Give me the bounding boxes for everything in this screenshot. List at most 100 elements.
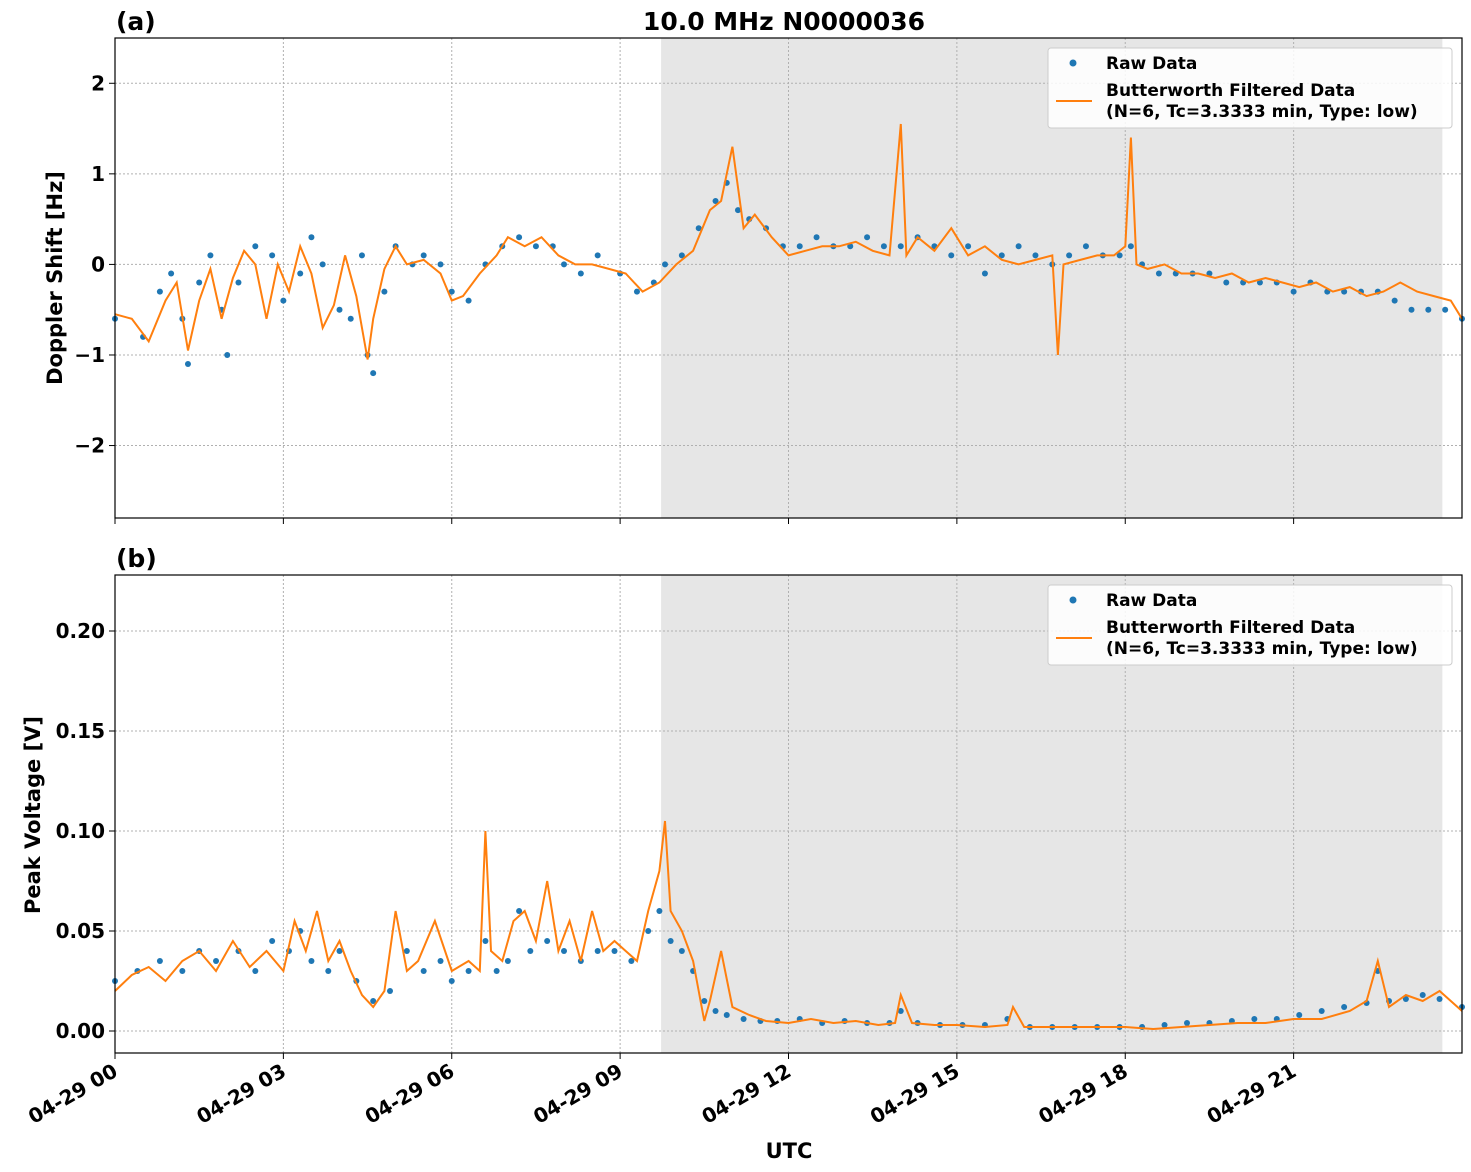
raw-data-point bbox=[544, 938, 551, 944]
raw-data-point bbox=[1161, 1022, 1168, 1028]
raw-data-point bbox=[381, 288, 388, 295]
raw-data-point bbox=[667, 938, 674, 944]
raw-data-point bbox=[561, 261, 567, 268]
raw-data-point bbox=[723, 1012, 730, 1018]
raw-data-point bbox=[532, 243, 539, 250]
raw-data-point bbox=[965, 243, 972, 250]
panel-b-label: (b) bbox=[116, 544, 157, 573]
raw-data-point bbox=[168, 270, 175, 277]
panel-a-y-ticks: −2 −1 0 1 2 bbox=[74, 71, 115, 458]
panel-b-x-ticks bbox=[114, 1053, 1295, 1059]
raw-data-point bbox=[847, 243, 854, 250]
y-tick-label: 0 bbox=[91, 252, 105, 276]
panel-a-legend-filtered-label-1: Butterworth Filtered Data bbox=[1106, 81, 1355, 101]
raw-data-point bbox=[465, 968, 472, 974]
raw-data-point bbox=[235, 279, 242, 286]
panel-a-label: (a) bbox=[116, 7, 156, 36]
raw-data-point bbox=[179, 968, 186, 974]
raw-data-point bbox=[224, 351, 231, 358]
raw-data-point bbox=[403, 948, 410, 954]
raw-data-point bbox=[156, 288, 163, 295]
raw-data-point bbox=[734, 207, 741, 214]
raw-data-point bbox=[561, 948, 567, 954]
panel-a-raw-series bbox=[112, 179, 1465, 377]
panel-b-legend-raw-label: Raw Data bbox=[1106, 591, 1197, 611]
panel-b-legend-filtered-label-2: (N=6, Tc=3.3333 min, Type: low) bbox=[1106, 639, 1418, 659]
y-tick-label: 0.05 bbox=[56, 919, 105, 943]
raw-data-point bbox=[1318, 1008, 1325, 1014]
y-tick-label: 1 bbox=[91, 162, 105, 186]
x-tick-label: 04-29 00 bbox=[24, 1059, 122, 1129]
panel-b: 0.00 0.05 0.10 0.15 0.20 (b) Peak Voltage [V… bbox=[21, 544, 1465, 1059]
x-tick-label: 04-29 21 bbox=[1203, 1059, 1301, 1129]
panel-b-legend-filtered-label-1: Butterworth Filtered Data bbox=[1106, 618, 1355, 638]
raw-data-point bbox=[184, 361, 191, 368]
raw-data-point bbox=[437, 261, 444, 268]
raw-data-point bbox=[347, 315, 354, 322]
raw-data-point bbox=[1256, 279, 1263, 286]
raw-data-point bbox=[678, 948, 685, 954]
raw-data-point bbox=[516, 234, 523, 241]
raw-data-point bbox=[948, 252, 955, 259]
raw-data-point bbox=[1341, 288, 1348, 295]
x-tick-label: 04-29 12 bbox=[697, 1059, 795, 1129]
raw-data-point bbox=[712, 1008, 719, 1014]
raw-data-point bbox=[1223, 279, 1230, 286]
panel-b-legend: Raw Data Butterworth Filtered Data (N=6,… bbox=[1047, 584, 1453, 666]
raw-data-point bbox=[864, 234, 871, 241]
y-tick-label: 0.20 bbox=[56, 619, 105, 643]
raw-data-point bbox=[336, 306, 343, 313]
raw-data-point bbox=[981, 270, 988, 277]
raw-data-point bbox=[1116, 252, 1123, 259]
raw-data-point bbox=[594, 252, 601, 259]
raw-data-point bbox=[1082, 243, 1089, 250]
raw-data-point bbox=[269, 938, 276, 944]
panel-a-legend: Raw Data Butterworth Filtered Data (N=6,… bbox=[1047, 47, 1453, 129]
raw-data-point bbox=[998, 252, 1005, 259]
raw-data-point bbox=[504, 958, 511, 964]
raw-data-point bbox=[1341, 1004, 1348, 1010]
raw-data-point bbox=[1127, 243, 1134, 250]
raw-data-point bbox=[796, 243, 803, 250]
raw-data-point bbox=[420, 968, 427, 974]
raw-data-point bbox=[527, 948, 534, 954]
raw-data-point bbox=[370, 370, 377, 377]
panel-a: −2 −1 0 1 2 (a) Doppler Shift [Hz] Raw Data … bbox=[43, 7, 1465, 524]
raw-data-point bbox=[656, 908, 663, 914]
raw-data-point bbox=[628, 958, 635, 964]
raw-data-point bbox=[516, 908, 523, 914]
panel-a-legend-raw-label: Raw Data bbox=[1106, 54, 1197, 74]
raw-data-point bbox=[1442, 306, 1449, 313]
raw-data-point bbox=[213, 958, 220, 964]
raw-data-point bbox=[1066, 252, 1073, 259]
raw-data-point bbox=[645, 928, 652, 934]
raw-data-point bbox=[207, 252, 214, 259]
panel-a-legend-filtered-label-2: (N=6, Tc=3.3333 min, Type: low) bbox=[1106, 102, 1418, 122]
raw-data-point bbox=[1183, 1020, 1190, 1026]
raw-data-point bbox=[897, 1008, 904, 1014]
raw-data-point bbox=[482, 938, 489, 944]
x-tick-label: 04-29 03 bbox=[192, 1059, 290, 1129]
raw-data-point bbox=[308, 958, 315, 964]
raw-data-point bbox=[1419, 992, 1426, 998]
panel-b-filtered-line bbox=[114, 820, 1463, 1031]
panel-b-gridlines bbox=[114, 575, 1462, 1053]
panel-b-y-ticks: 0.00 0.05 0.10 0.15 0.20 bbox=[56, 619, 115, 1043]
raw-data-point bbox=[1015, 243, 1022, 250]
raw-data-point bbox=[577, 270, 584, 277]
panel-a-ylabel: Doppler Shift [Hz] bbox=[43, 171, 67, 385]
raw-data-point bbox=[1206, 270, 1213, 277]
raw-data-point bbox=[269, 252, 276, 259]
raw-data-point bbox=[336, 948, 343, 954]
raw-data-point bbox=[319, 261, 326, 268]
raw-data-point bbox=[1032, 252, 1039, 259]
x-tick-label: 04-29 18 bbox=[1034, 1059, 1132, 1129]
y-tick-label: −1 bbox=[74, 343, 105, 367]
raw-data-point bbox=[897, 243, 904, 250]
raw-data-point bbox=[1436, 996, 1443, 1002]
raw-data-point bbox=[1155, 270, 1162, 277]
raw-data-point bbox=[740, 1016, 747, 1022]
raw-data-point bbox=[493, 968, 500, 974]
raw-data-point bbox=[448, 978, 455, 984]
